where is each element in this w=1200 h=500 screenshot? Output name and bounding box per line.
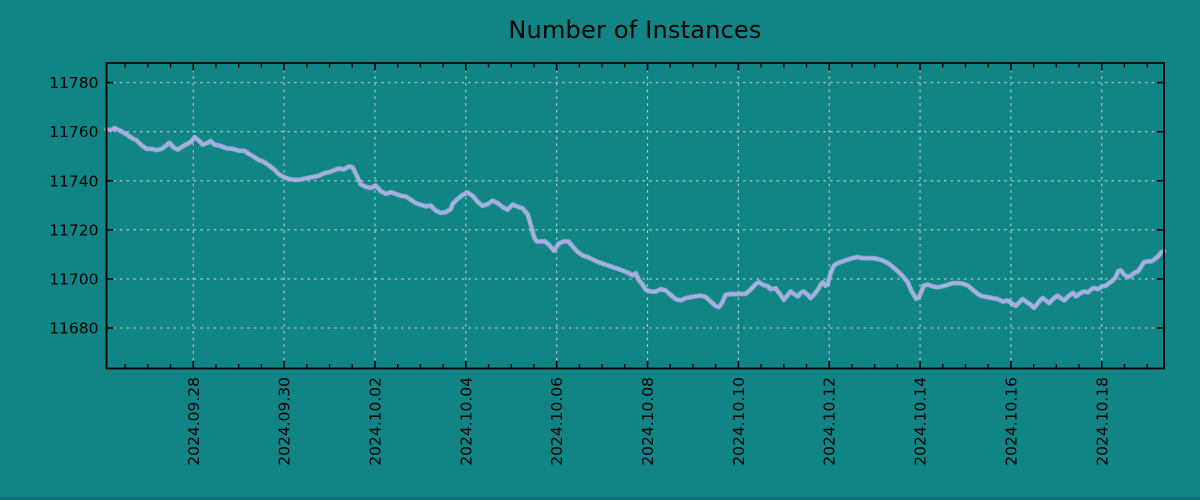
x-tick-label: 2024.10.12 [821, 377, 839, 466]
x-tick-label: 2024.10.18 [1093, 377, 1111, 466]
x-tick-label: 2024.10.06 [548, 377, 566, 466]
x-tick-label: 2024.10.10 [730, 377, 748, 466]
x-tick-label: 2024.10.02 [366, 377, 384, 466]
x-tick-label: 2024.10.16 [1002, 377, 1020, 466]
bottom-bar [0, 497, 1200, 500]
y-tick-label: 11680 [49, 320, 98, 338]
plot-border [105, 62, 1165, 370]
x-tick-label: 2024.10.04 [457, 377, 475, 466]
y-tick-label: 11700 [49, 270, 98, 288]
y-tick-label: 11780 [49, 74, 98, 92]
x-tick-label: 2024.09.30 [276, 377, 294, 466]
x-tick-label: 2024.09.28 [185, 377, 203, 466]
y-tick-label: 11740 [49, 172, 98, 190]
series-line [105, 126, 1166, 310]
series-line-glow [104, 125, 1167, 311]
y-tick-label: 11720 [49, 221, 98, 239]
x-tick-label: 2024.10.08 [639, 377, 657, 466]
x-tick-label: 2024.10.14 [912, 377, 930, 466]
chart-title: Number of Instances [508, 16, 762, 44]
y-tick-label: 11760 [49, 123, 98, 141]
